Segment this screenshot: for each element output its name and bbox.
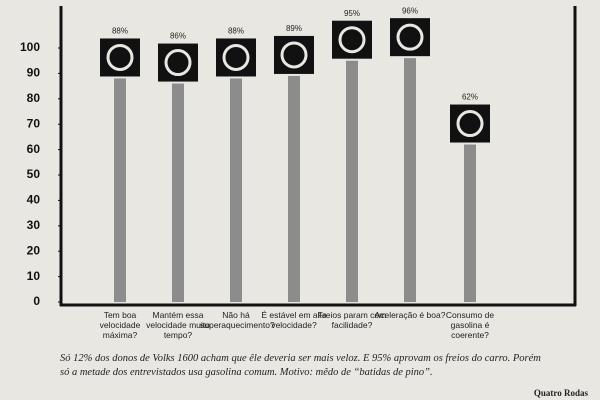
- icon-detail: [396, 23, 424, 51]
- icon-detail: [338, 26, 366, 54]
- x-tick-label: Não há superaquecimento?: [200, 310, 275, 330]
- y-tick-label: 60: [27, 142, 41, 156]
- bar: [346, 60, 358, 303]
- value-label: 89%: [286, 24, 302, 33]
- x-tick-label: Consumo de gasolina é coerente?: [445, 310, 495, 340]
- icon-detail: [106, 43, 134, 71]
- y-tick-label: 90: [27, 66, 41, 80]
- value-label: 88%: [112, 27, 128, 36]
- y-tick-label: 20: [27, 243, 41, 257]
- bar: [230, 78, 242, 302]
- x-tick-label: Freios param com facilidade?: [317, 310, 387, 330]
- value-label: 62%: [462, 93, 478, 102]
- y-tick-label: 100: [20, 40, 40, 54]
- icon-detail: [222, 43, 250, 71]
- x-tick-label: Tem boa velocidade máxima?: [99, 310, 141, 340]
- bar: [288, 75, 300, 302]
- y-tick-label: 70: [27, 116, 41, 130]
- y-tick-label: 40: [27, 193, 41, 207]
- x-tick-label: Mantém essa velocidade muito tempo?: [146, 310, 210, 340]
- x-tick-label: É estável em alta velocidade?: [261, 310, 327, 330]
- bar: [172, 83, 184, 302]
- y-tick-label: 0: [33, 294, 40, 308]
- y-tick-label: 10: [27, 269, 41, 283]
- y-tick-label: 30: [27, 218, 41, 232]
- value-label: 96%: [402, 6, 418, 15]
- icon-detail: [456, 110, 484, 138]
- icon-detail: [164, 49, 192, 77]
- caption: Só 12% dos donos de Volks 1600 acham que…: [60, 353, 541, 378]
- footer: Quatro Rodas: [533, 388, 588, 398]
- value-label: 95%: [344, 9, 360, 18]
- value-label: 88%: [228, 27, 244, 36]
- bar: [404, 58, 416, 302]
- y-tick-label: 50: [27, 167, 41, 181]
- y-tick-label: 80: [27, 91, 41, 105]
- bar: [114, 78, 126, 302]
- bar: [464, 144, 476, 302]
- value-label: 86%: [170, 32, 186, 41]
- icon-detail: [280, 41, 308, 69]
- x-tick-label: Aceleração é boa?: [374, 310, 446, 320]
